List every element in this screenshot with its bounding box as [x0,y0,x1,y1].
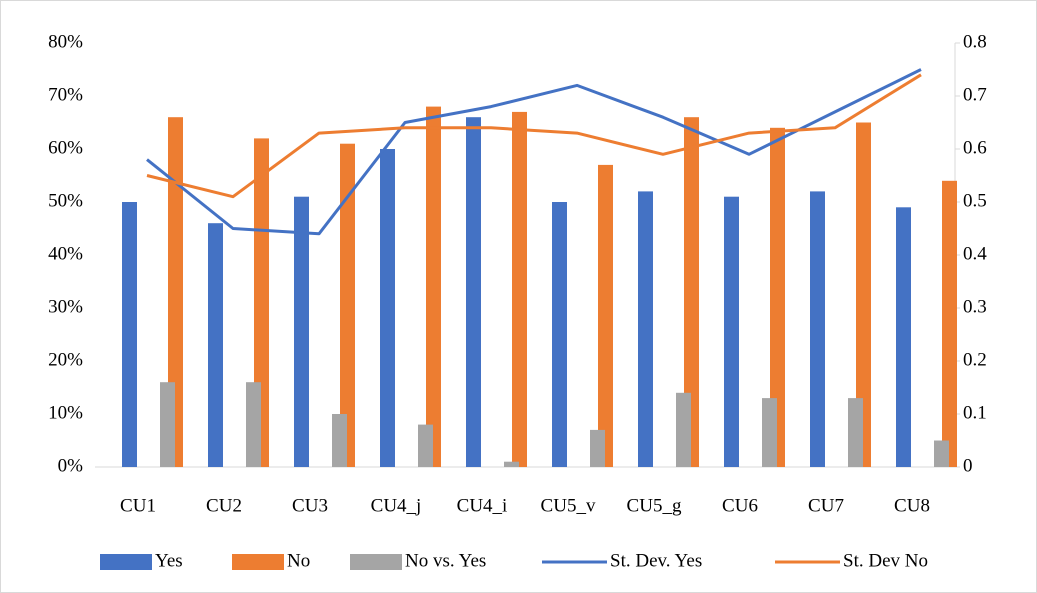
y2-tick-label: 0.5 [963,190,987,211]
bar [426,106,441,467]
x-tick-label: CU5_v [541,495,596,516]
bar [942,180,957,468]
bar [168,117,183,467]
bar [810,191,825,467]
bar [724,196,739,467]
bar [684,117,699,467]
y2-tick-label: 0.1 [963,402,987,423]
bar [770,127,785,468]
legend-label: No vs. Yes [405,550,486,571]
legend-label: Yes [155,550,183,571]
bar [590,429,605,467]
bar [332,414,347,467]
x-tick-label: CU7 [808,495,844,516]
y2-tick-label: 0.6 [963,137,987,158]
x-tick-label: CU5_g [627,495,682,516]
bar [380,149,395,467]
bar [676,392,691,467]
y-tick-label: 0% [58,455,84,476]
y2-tick-label: 0.2 [963,349,987,370]
bar [638,191,653,467]
y-tick-label: 10% [48,402,83,423]
bar [246,382,261,467]
y2-tick-label: 0 [963,455,973,476]
y-tick-label: 60% [48,137,83,158]
bar [122,202,137,467]
x-tick-label: CU4_i [457,495,508,516]
bar [340,143,355,467]
y-tick-label: 80% [48,31,83,52]
legend-swatch [350,554,402,570]
bar [856,122,871,467]
y2-tick-label: 0.8 [963,31,987,52]
x-tick-label: CU8 [894,495,930,516]
bar [598,164,613,467]
line [146,73,922,199]
line [146,68,922,236]
bar [762,398,777,467]
legend-label: No [287,550,310,571]
x-tick-label: CU4_j [371,495,422,516]
bar [160,382,175,467]
x-tick-label: CU2 [206,495,242,516]
x-tick-label: CU1 [120,495,156,516]
bar [896,207,911,468]
y-tick-label: 70% [48,84,83,105]
legend-swatch [232,554,284,570]
y-tick-label: 20% [48,349,83,370]
legend-swatch [100,554,152,570]
bar [208,223,223,467]
bar [552,202,567,467]
y2-tick-label: 0.3 [963,296,987,317]
bar [466,117,481,467]
y-tick-label: 50% [48,190,83,211]
y2-tick-label: 0.4 [963,243,987,264]
legend-label: St. Dev No [843,550,928,571]
y-tick-label: 30% [48,296,83,317]
bar [504,461,519,467]
y2-tick-label: 0.7 [963,84,987,105]
y-tick-label: 40% [48,243,83,264]
legend-label: St. Dev. Yes [610,550,702,571]
bar [294,196,309,467]
bar [512,111,527,468]
bar [934,440,949,467]
bar [848,398,863,467]
x-tick-label: CU6 [722,495,758,516]
x-tick-label: CU3 [292,495,328,516]
bar [418,424,433,467]
